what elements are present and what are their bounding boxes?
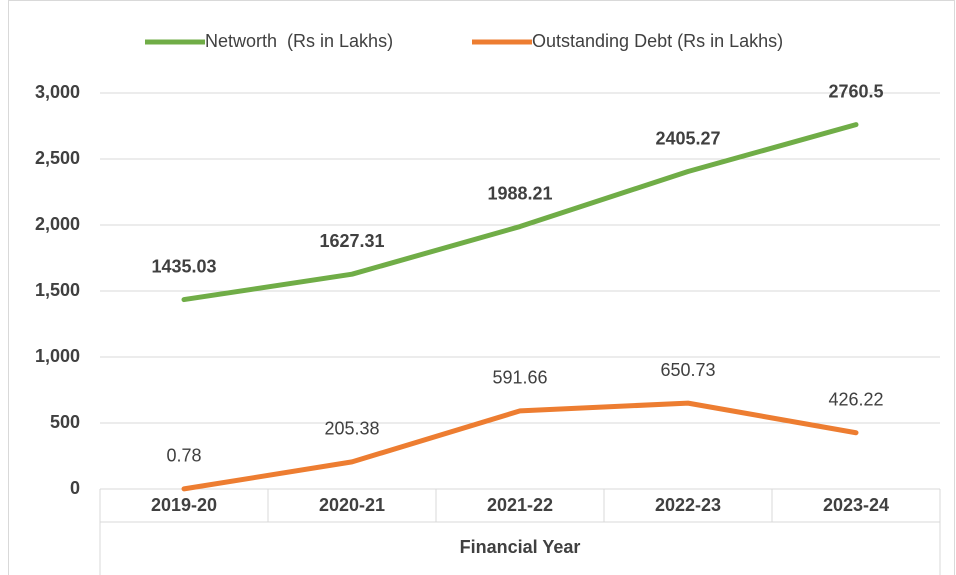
data-label: 650.73 [660,360,715,380]
x-tick-label: 2021-22 [487,495,553,515]
y-tick-label: 2,500 [35,148,80,168]
line-series [181,122,859,303]
x-tick-label: 2019-20 [151,495,217,515]
legend-label: Outstanding Debt (Rs in Lakhs) [532,31,783,51]
data-label: 591.66 [492,368,547,388]
y-tick-label: 1,000 [35,346,80,366]
y-tick-label: 0 [70,478,80,498]
data-label: 2760.5 [828,81,883,101]
data-label: 205.38 [324,419,379,439]
data-label: 1988.21 [487,183,552,203]
line-series [181,400,859,492]
y-tick-label: 3,000 [35,82,80,102]
data-label: 426.22 [828,389,883,409]
x-tick-label: 2022-23 [655,495,721,515]
data-label: 2405.27 [655,128,720,148]
y-tick-label: 500 [50,412,80,432]
chart-border [8,0,955,575]
x-tick-label: 2020-21 [319,495,385,515]
legend-label: Networth (Rs in Lakhs) [205,31,393,51]
data-label: 1627.31 [319,231,384,251]
x-axis-title: Financial Year [460,537,581,557]
data-label: 1435.03 [151,256,216,276]
data-label: 0.78 [166,446,201,466]
x-tick-label: 2023-24 [823,495,889,515]
y-tick-label: 2,000 [35,214,80,234]
y-tick-label: 1,500 [35,280,80,300]
